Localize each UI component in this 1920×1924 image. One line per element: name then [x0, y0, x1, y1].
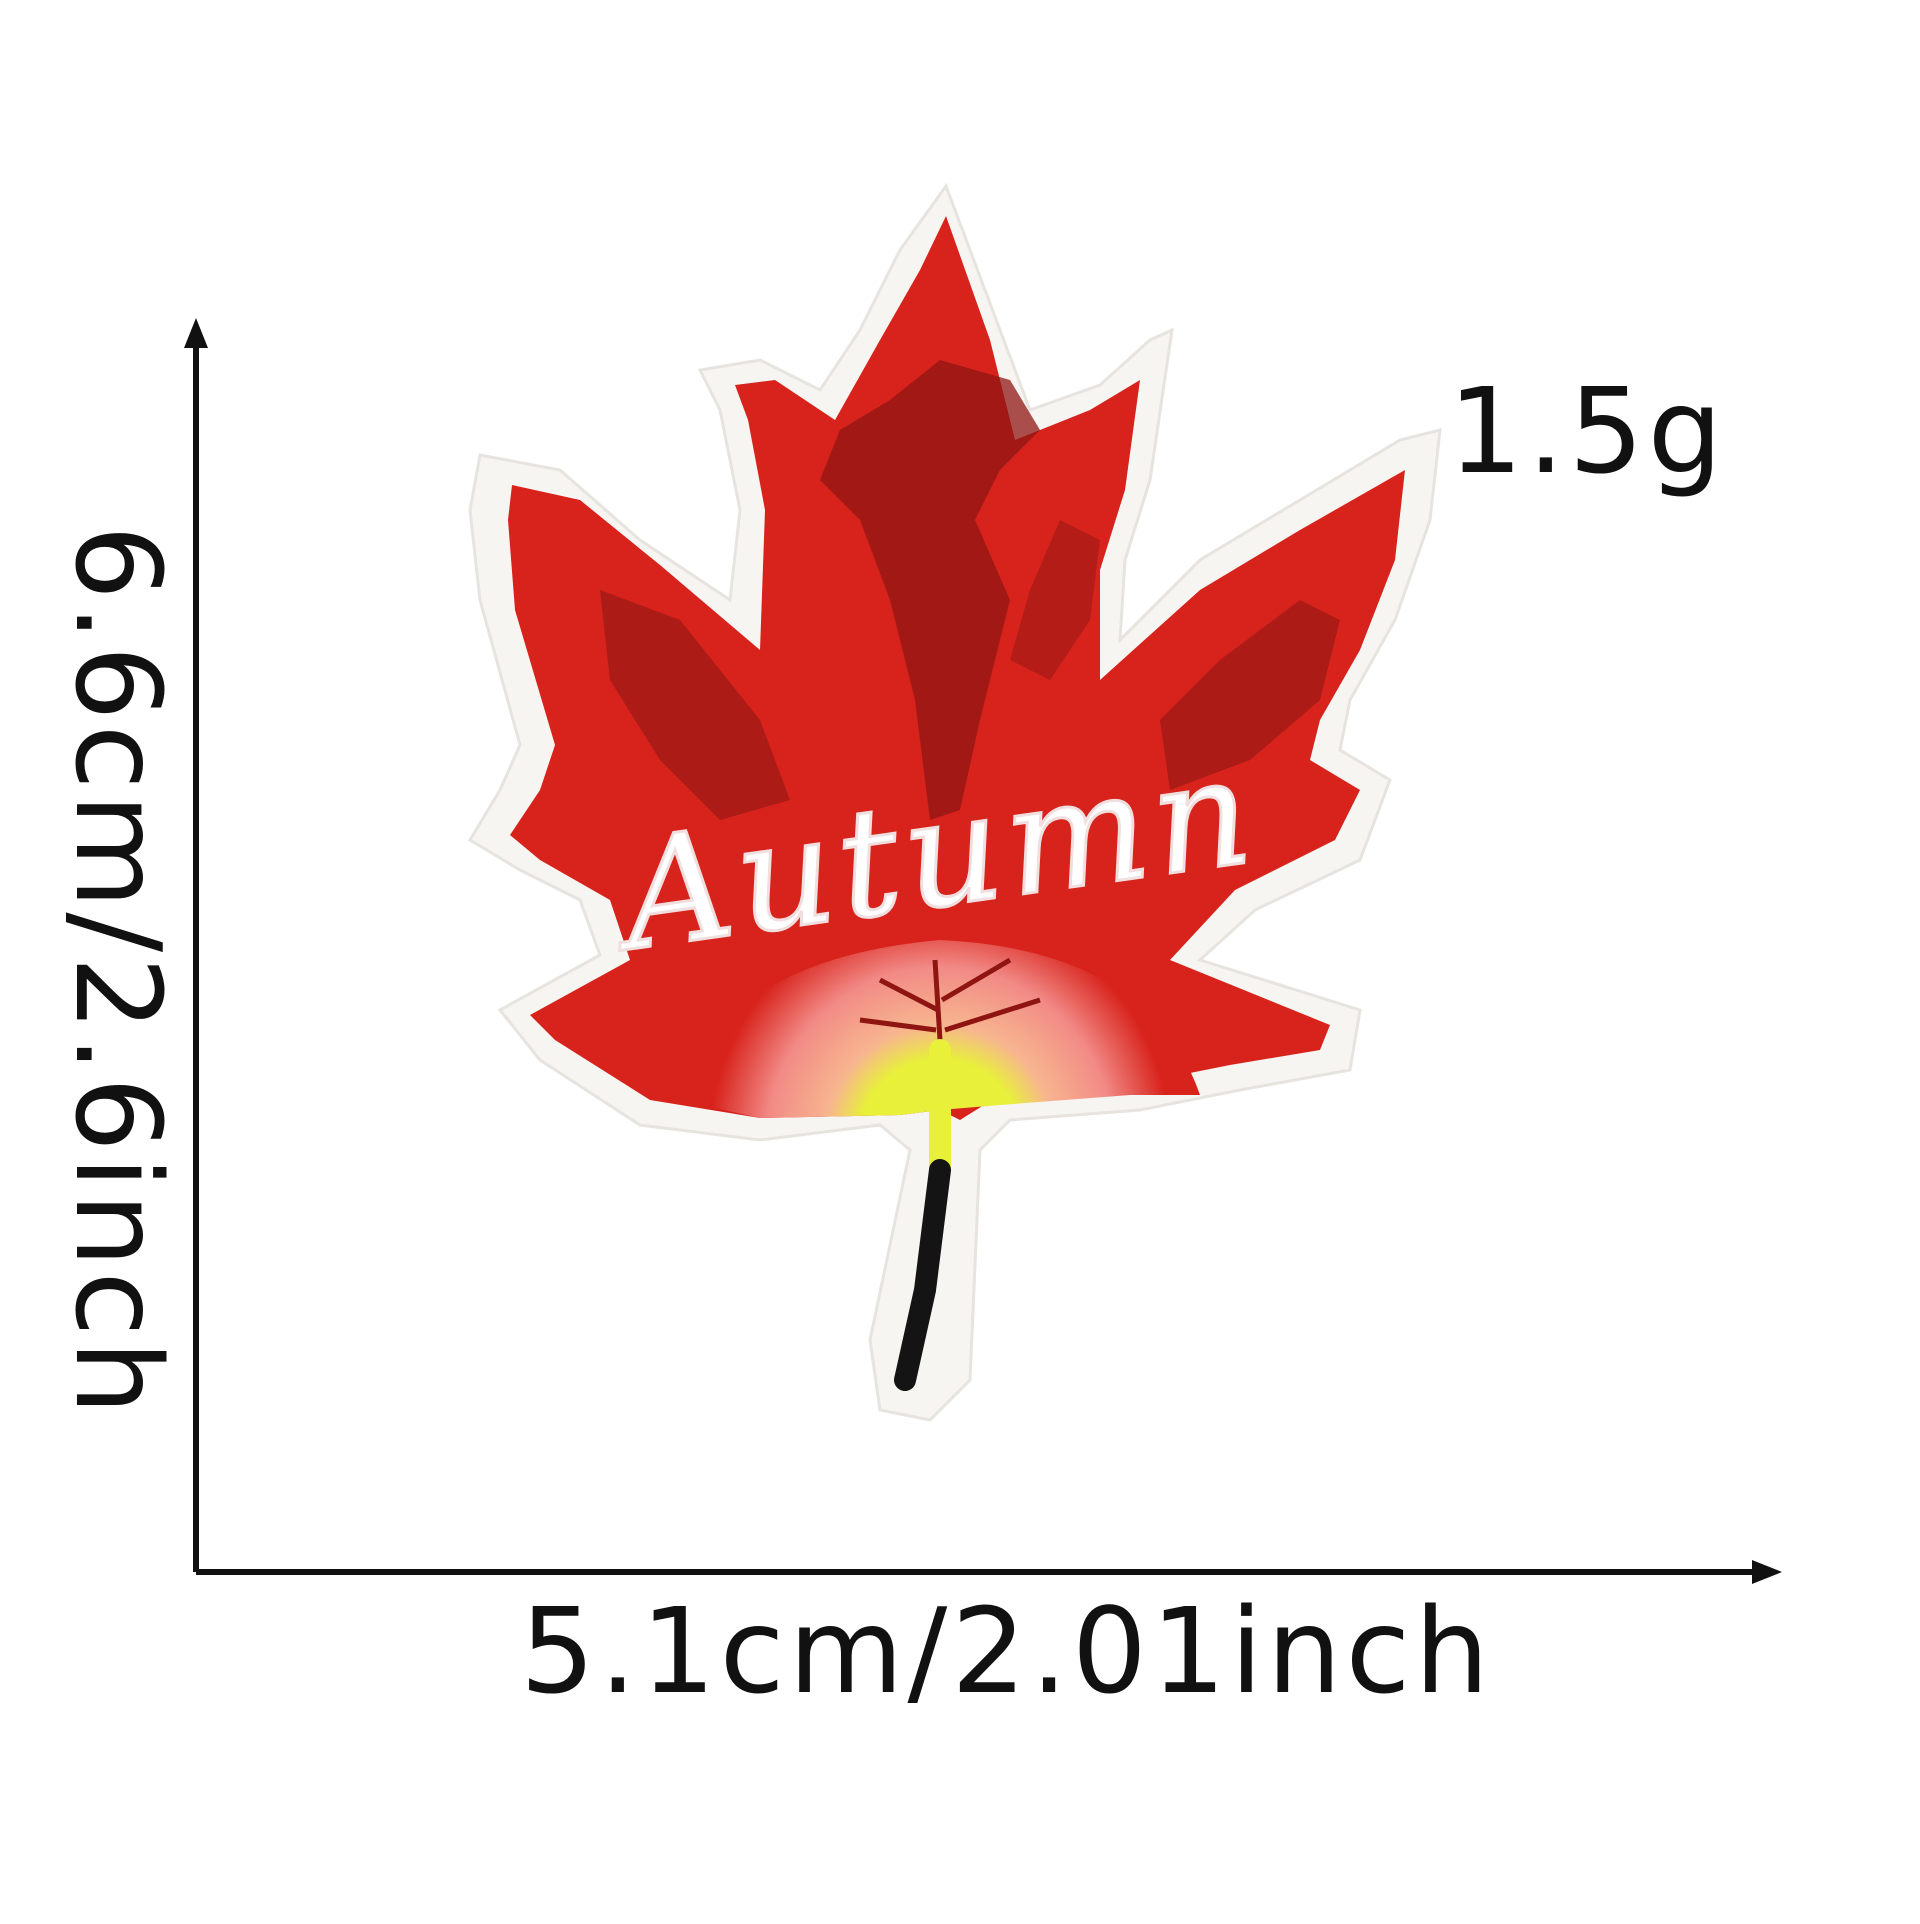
leaf-shading — [1010, 520, 1100, 680]
arrow-up-icon — [184, 318, 208, 348]
arrow-right-icon — [1752, 1560, 1782, 1584]
width-dimension-arrow — [196, 1560, 1782, 1584]
leaf-shading — [820, 360, 1040, 820]
leaf-stem-lower — [894, 1159, 951, 1391]
leaf-shading — [600, 590, 790, 820]
height-label: 6.6cm/2.6inch — [49, 524, 187, 1420]
maple-leaf-patch: Autumn — [467, 182, 1442, 1422]
leaf-veins — [859, 957, 1041, 1041]
weight-label: 1.5g — [1448, 362, 1727, 500]
height-dimension-arrow — [184, 318, 208, 1572]
width-label: 5.1cm/2.01inch — [520, 1582, 1494, 1720]
leaf-shading — [1160, 600, 1340, 790]
